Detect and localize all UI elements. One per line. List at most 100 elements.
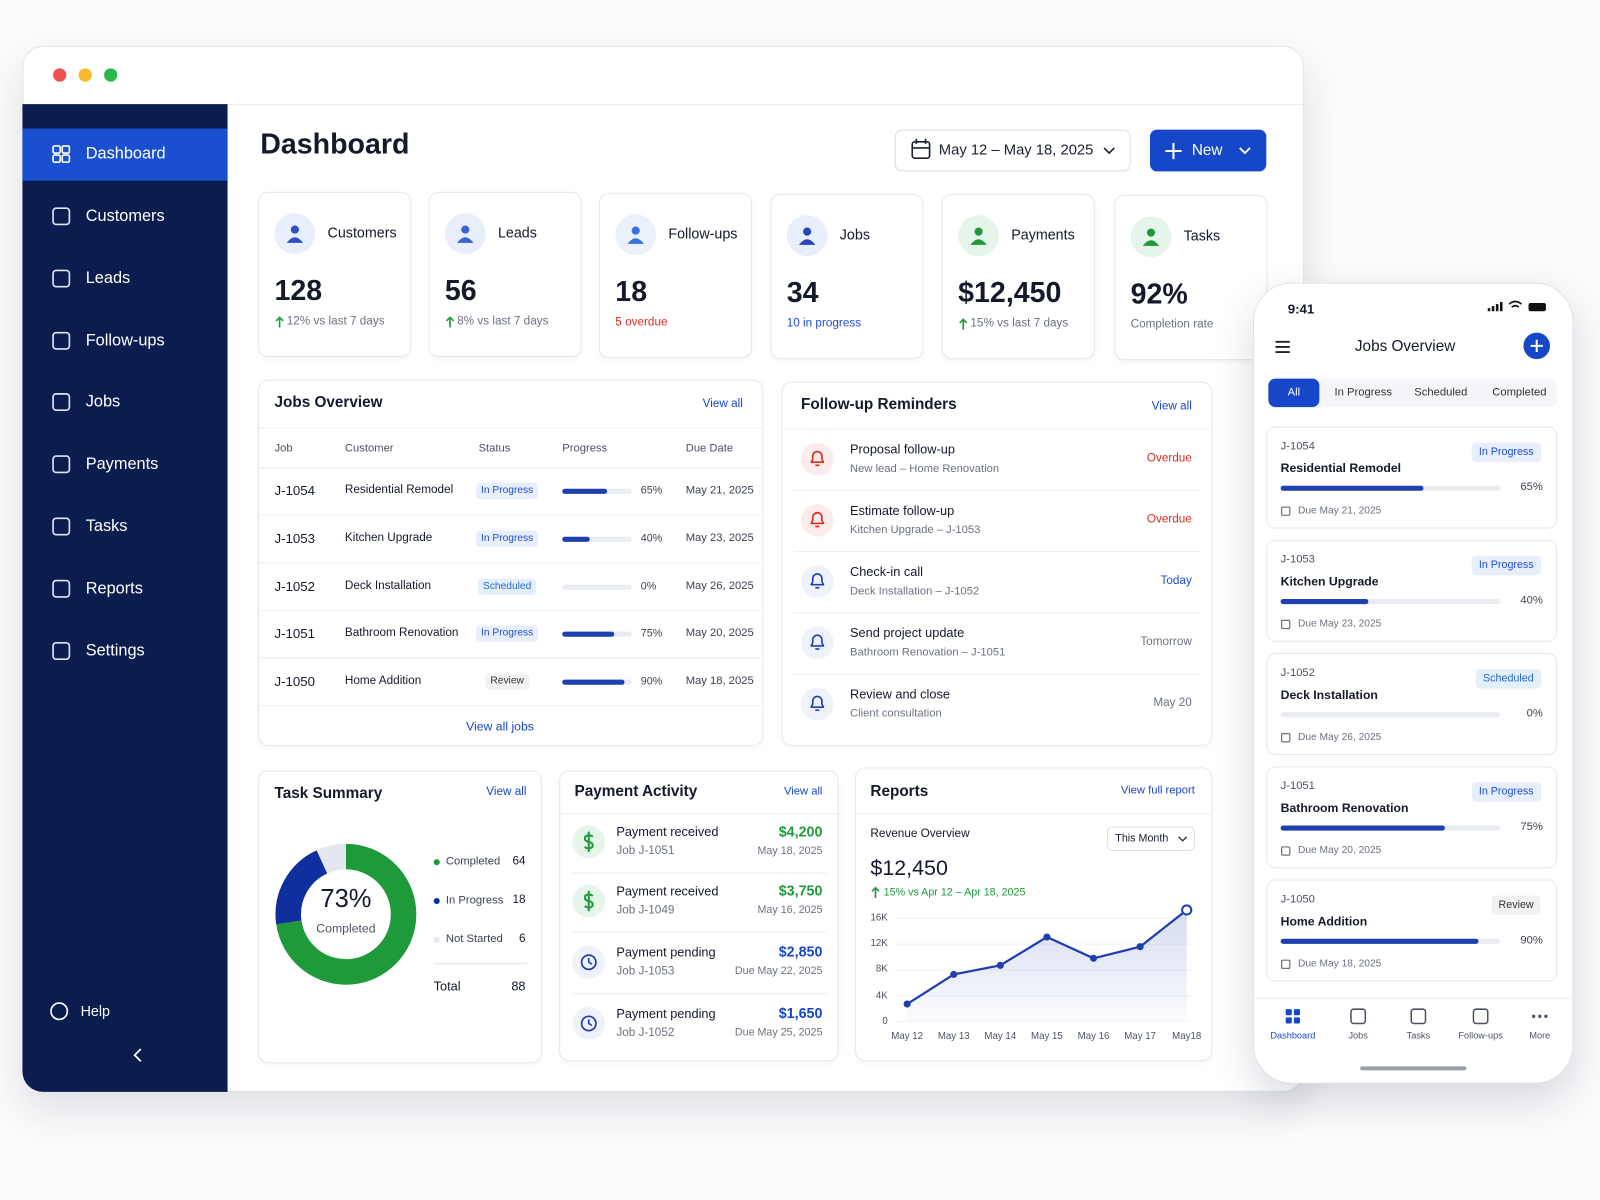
nav-item[interactable]: Customers (85, 207, 165, 225)
progress-bar (1280, 938, 1479, 944)
bottom-nav-label[interactable]: Follow-ups (1458, 1030, 1503, 1041)
status-pill: In Progress (475, 625, 539, 642)
close-dot[interactable] (53, 68, 67, 82)
view-all-link[interactable]: View all (1151, 400, 1192, 413)
progress-bar (562, 679, 625, 685)
total-value: 88 (511, 979, 526, 994)
followups-card (781, 381, 1213, 746)
y-tick-label: 12K (870, 938, 888, 950)
job-id: J-1052 (274, 578, 316, 595)
calendar-icon (911, 141, 931, 159)
progress-label: 40% (1520, 594, 1543, 607)
stat-icon (631, 226, 640, 235)
battery-icon (1528, 303, 1546, 312)
status-pill: In Progress (475, 530, 539, 547)
divider (855, 813, 1213, 815)
bell-icon (810, 450, 825, 464)
home-indicator (1360, 1066, 1467, 1071)
minimize-dot[interactable] (78, 68, 92, 82)
nav-icon (1285, 1009, 1292, 1016)
chevron-icon (1239, 147, 1251, 155)
progress-bar (1280, 598, 1369, 605)
reminder-when: Tomorrow (1140, 635, 1192, 649)
bottom-nav-label[interactable]: More (1529, 1030, 1551, 1041)
payment-date: May 18, 2025 (757, 844, 823, 857)
due-date: Due May 20, 2025 (1297, 844, 1382, 857)
trend-up-icon (445, 316, 455, 328)
nav-icon (1538, 1014, 1542, 1018)
calendar-icon (1281, 506, 1291, 516)
view-full-report-link[interactable]: View full report (1120, 784, 1195, 797)
progress-label: 90% (640, 675, 663, 688)
menu-icon (1275, 340, 1290, 353)
reminder-subtitle: Client consultation (849, 707, 942, 720)
view-all-link[interactable]: View all (486, 785, 527, 799)
donut-segment (276, 843, 417, 985)
card-title: Follow-up Reminders (801, 395, 957, 414)
bottom-nav-label[interactable]: Dashboard (1270, 1030, 1316, 1041)
collapse-icon (133, 1048, 142, 1062)
wifi-icon (1508, 300, 1522, 308)
legend-dot (433, 936, 440, 943)
nav-item[interactable]: Follow-ups (85, 332, 165, 350)
revenue-total: $12,450 (870, 856, 948, 880)
x-tick-label: May 15 (1031, 1030, 1063, 1043)
reminder-when: Overdue (1146, 452, 1192, 465)
stat-note: 10 in progress (786, 317, 862, 330)
payment-date: May 16, 2025 (757, 903, 823, 917)
due-date: May 18, 2025 (685, 674, 754, 688)
customer-name: Kitchen Upgrade (344, 531, 433, 544)
bottom-nav-label[interactable]: Jobs (1348, 1030, 1368, 1041)
stat-icon (1142, 240, 1160, 246)
job-name: Home Addition (1280, 914, 1368, 929)
customer-name: Home Addition (344, 674, 422, 687)
legend-dot (433, 897, 440, 905)
total-label: Total (433, 979, 461, 994)
nav-item[interactable]: Dashboard (85, 145, 166, 163)
chevron-icon (1103, 147, 1115, 155)
nav-item[interactable]: Tasks (85, 517, 128, 536)
tab[interactable]: Completed (1492, 386, 1547, 399)
stat-note: Completion rate (1130, 318, 1214, 331)
divider (781, 428, 1213, 430)
signal-icon (1491, 306, 1495, 312)
payment-amount: $2,850 (778, 943, 823, 960)
view-all-jobs-link[interactable]: View all jobs (466, 719, 534, 734)
progress-track (562, 536, 632, 542)
date-range-button[interactable] (894, 129, 1131, 172)
reminder-title: Check-in call (849, 564, 924, 580)
date-range: May 12 – May 18, 2025 (938, 142, 1094, 159)
tab[interactable]: All (1287, 386, 1301, 399)
bottom-nav-label[interactable]: Tasks (1406, 1030, 1431, 1041)
nav-item[interactable]: Settings (85, 642, 145, 660)
payment-date: Due May 25, 2025 (734, 1026, 823, 1039)
help-link[interactable]: Help (80, 1002, 110, 1019)
reminder-subtitle: Kitchen Upgrade – J-1053 (849, 523, 981, 537)
nav-item[interactable]: Leads (85, 269, 131, 288)
tab[interactable]: In Progress (1334, 386, 1392, 399)
nav-item[interactable]: Jobs (85, 393, 121, 411)
clock-icon (587, 958, 593, 965)
view-all-link[interactable]: View all (783, 785, 823, 798)
view-all-link[interactable]: View all (702, 398, 743, 411)
bell-icon (810, 634, 825, 647)
stat-value: 128 (274, 274, 323, 307)
nav-item[interactable]: Payments (85, 455, 159, 473)
due-date: Due May 23, 2025 (1297, 618, 1382, 630)
stat-label: Payments (1011, 226, 1075, 243)
reminder-when: May 20 (1153, 697, 1192, 710)
nav-item[interactable]: Reports (85, 580, 143, 598)
stat-icon (798, 239, 816, 245)
divider (258, 705, 764, 707)
y-tick-label: 8K (875, 964, 888, 976)
progress-bar (1280, 485, 1424, 491)
tab[interactable]: Scheduled (1414, 386, 1468, 399)
payment-amount: $3,750 (778, 882, 823, 899)
maximize-dot[interactable] (104, 68, 118, 82)
reminder-subtitle: Deck Installation – J-1052 (849, 585, 980, 598)
progress-label: 65% (1520, 481, 1543, 494)
clock-icon (580, 954, 597, 971)
donut-center-value: 73% (320, 884, 372, 914)
